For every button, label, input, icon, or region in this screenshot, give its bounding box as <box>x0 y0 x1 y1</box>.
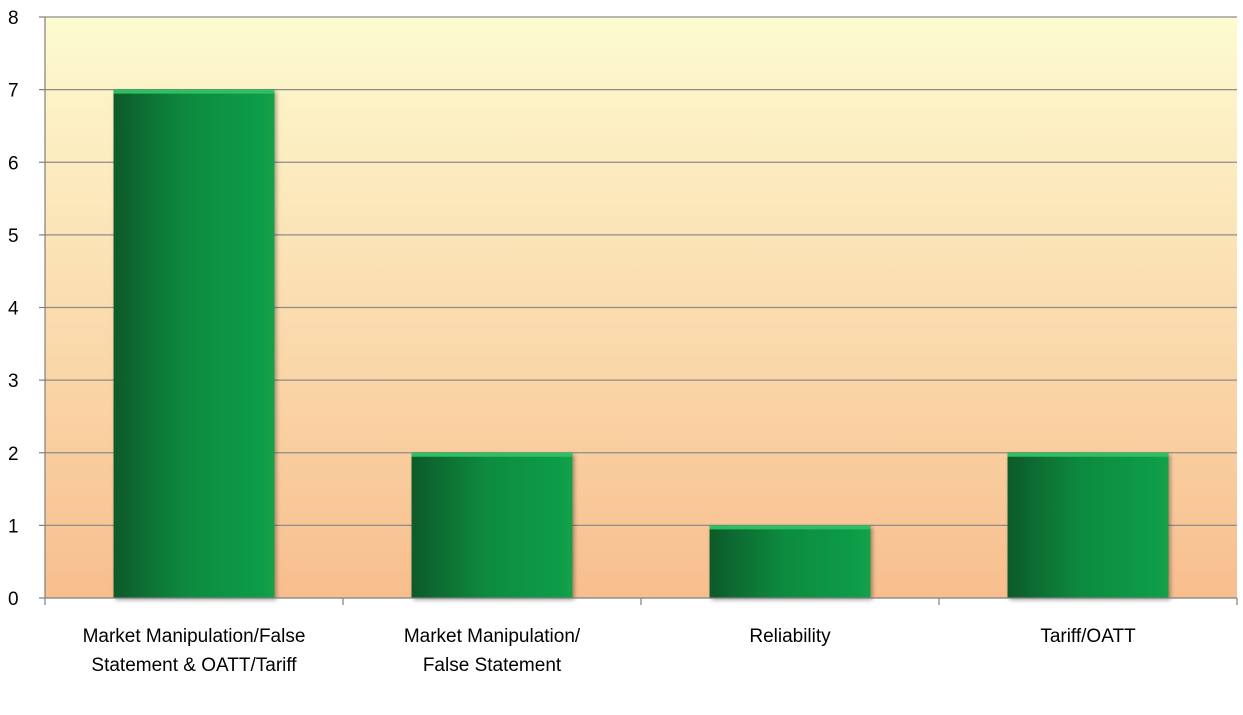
y-tick-label: 8 <box>8 8 19 29</box>
x-category-label-line: Market Manipulation/False <box>83 626 306 647</box>
bars <box>113 89 1169 598</box>
bar-top-highlight <box>709 525 871 530</box>
y-tick-label: 3 <box>8 371 19 392</box>
x-category-label-line: Market Manipulation/ <box>404 626 581 647</box>
x-tick-labels: Market Manipulation/False Statement & OAT… <box>83 626 1136 676</box>
y-tick-label: 7 <box>8 81 19 102</box>
bar-top-highlight <box>1007 452 1169 457</box>
bar-group <box>113 89 275 598</box>
y-tick-label: 5 <box>8 226 19 247</box>
bar <box>709 525 871 598</box>
y-tick-label: 4 <box>8 299 19 320</box>
x-category-label-line: Statement & OATT/Tariff <box>91 655 297 676</box>
bar <box>411 452 573 598</box>
y-tick-label: 6 <box>8 153 19 174</box>
x-category-label: Market Manipulation/False Statement & OAT… <box>83 626 306 676</box>
bar-group <box>411 452 573 598</box>
y-tick-label: 2 <box>8 444 19 465</box>
x-category-label-line: Reliability <box>749 626 831 647</box>
x-category-label: Tariff/OATT <box>1040 626 1136 647</box>
y-tick-label: 1 <box>8 516 19 537</box>
bar <box>113 89 275 598</box>
x-category-label: Reliability <box>749 626 831 647</box>
bar <box>1007 452 1169 598</box>
bar-group <box>1007 452 1169 598</box>
x-category-label-line: False Statement <box>423 655 562 676</box>
x-category-label-line: Tariff/OATT <box>1040 626 1136 647</box>
y-tick-labels: 0 1 2 3 4 5 6 7 8 <box>8 8 19 610</box>
bar-top-highlight <box>411 452 573 457</box>
bar-group <box>709 525 871 598</box>
x-category-label: Market Manipulation/False Statement <box>404 626 581 676</box>
axes <box>39 16 1238 605</box>
bar-top-highlight <box>113 89 275 94</box>
y-tick-label: 0 <box>8 589 19 610</box>
